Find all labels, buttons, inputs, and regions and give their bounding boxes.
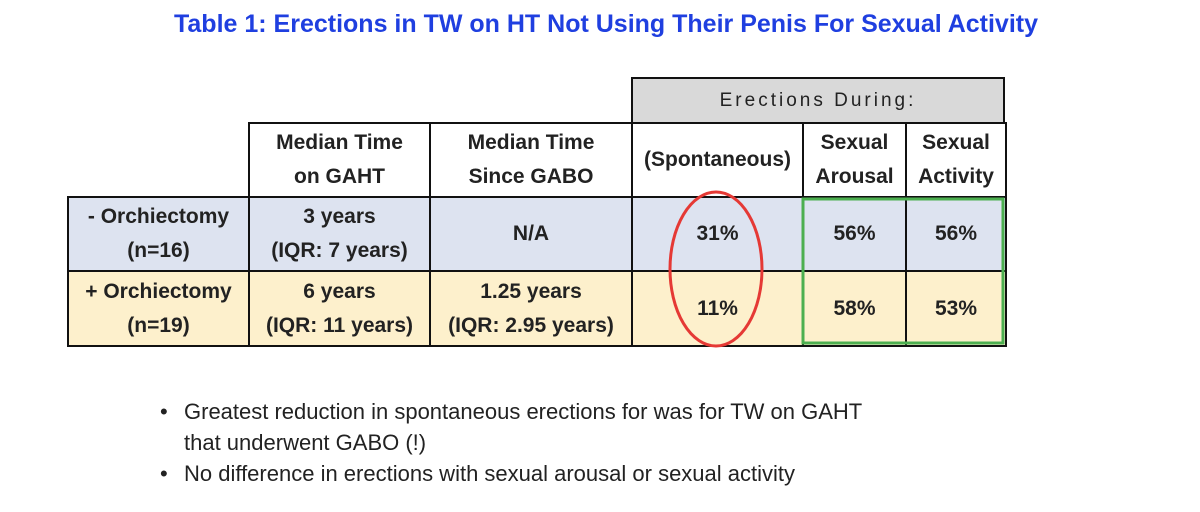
cell-line: (IQR: 11 years) [265,313,414,337]
column-header: Sexual Activity [905,122,1007,198]
cell-line: 53% [934,296,978,320]
row-label: + Orchiectomy (n=19) [67,270,250,347]
cell-line: Since GABO [468,165,594,188]
cell-line: 1.25 years [480,279,582,303]
slide-title: Table 1: Erections in TW on HT Not Using… [173,10,1038,38]
column-header: Sexual Arousal [802,122,907,198]
table-cell: 56% [905,196,1007,272]
table-cell: 56% [802,196,907,272]
column-header: Median Time Since GABO [429,122,633,198]
cell-line: - Orchiectomy [87,205,230,228]
table-cell: 6 years (IQR: 11 years) [248,270,431,347]
cell-line: (n=19) [127,313,190,337]
table-cell: 3 years (IQR: 7 years) [248,196,431,272]
cell-line: (n=16) [127,239,190,262]
cell-line: 58% [833,296,876,320]
cell-line: 56% [833,222,876,245]
cell-line: (IQR: 2.95 years) [448,313,614,337]
cell-line: Median Time [276,131,403,154]
cell-line: Activity [918,165,994,188]
cell-line: Arousal [815,165,894,188]
cell-line: Sexual [922,131,990,154]
cell-line: Sexual [820,131,889,154]
column-header: (Spontaneous) [631,122,804,198]
table-cell: 53% [905,270,1007,347]
cell-line: N/A [512,222,550,245]
table-cell: N/A [429,196,633,272]
table-cell: 31% [631,196,804,272]
table-cell: 58% [802,270,907,347]
bullet-list: Greatest reduction in spontaneous erecti… [160,396,900,489]
cell-line: Median Time [467,131,595,154]
cell-line: 31% [696,222,739,245]
cell-line: 11% [697,296,738,320]
cell-line: 56% [934,222,978,245]
row-label: - Orchiectomy (n=16) [67,196,250,272]
bullet: Greatest reduction in spontaneous erecti… [160,396,900,458]
cell-line: (Spontaneous) [644,148,791,171]
column-header: Median Time on GAHT [248,122,431,198]
bullet: No difference in erections with sexual a… [160,458,900,489]
table-cell: 1.25 years (IQR: 2.95 years) [429,270,633,347]
cell-line: 3 years [303,205,376,228]
cell-line: on GAHT [294,165,385,188]
group-header: Erections During: [631,77,1005,124]
cell-line: (IQR: 7 years) [271,239,408,262]
cell-line: 6 years [303,279,376,303]
table-cell: 11% [631,270,804,347]
cell-line: + Orchiectomy [85,279,232,303]
